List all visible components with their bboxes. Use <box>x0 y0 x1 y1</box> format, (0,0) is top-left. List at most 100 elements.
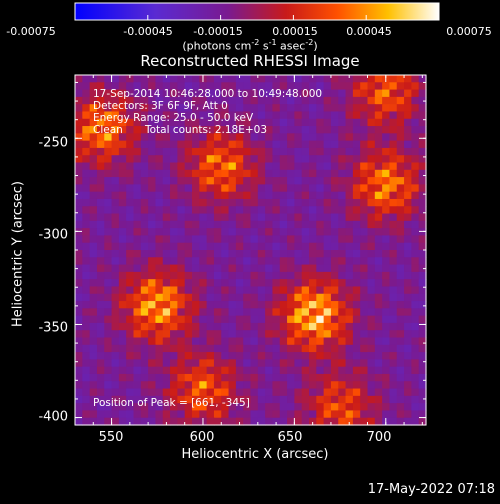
heatmap-cell <box>257 308 266 317</box>
heatmap-cell <box>309 184 317 193</box>
heatmap-cell <box>287 352 295 360</box>
heatmap-cell <box>257 198 266 207</box>
heatmap-cell <box>184 104 193 113</box>
heatmap-cell <box>374 133 383 142</box>
heatmap-cell <box>228 228 237 237</box>
heatmap-cell <box>411 395 420 404</box>
heatmap-cell <box>111 228 120 237</box>
heatmap-cell <box>345 147 354 156</box>
heatmap-cell <box>287 308 295 317</box>
heatmap-cell <box>170 315 178 324</box>
heatmap-cell <box>272 330 281 339</box>
heatmap-cell <box>96 388 105 397</box>
heatmap-cell <box>118 155 127 164</box>
heatmap-cell <box>272 118 281 127</box>
heatmap-cell <box>228 264 237 273</box>
heatmap-cell <box>118 344 127 353</box>
heatmap-cell <box>250 315 259 324</box>
heatmap-cell <box>206 242 215 251</box>
heatmap-cell <box>382 330 391 339</box>
y-axis-label: Heliocentric Y (arcsec) <box>10 181 26 327</box>
heatmap-cell <box>382 352 391 360</box>
heatmap-cell <box>126 417 135 426</box>
heatmap-cell <box>155 162 164 171</box>
heatmap-cell <box>287 388 295 397</box>
heatmap-cell <box>316 279 325 288</box>
heatmap-cell <box>213 228 222 237</box>
heatmap-cell <box>104 330 113 339</box>
heatmap-cell <box>272 315 281 324</box>
heatmap-cell <box>382 177 391 185</box>
heatmap-cell <box>206 235 215 244</box>
heatmap-cell <box>89 322 98 331</box>
heatmap-cell <box>162 366 171 375</box>
heatmap-cell <box>389 118 398 127</box>
heatmap-cell <box>323 191 332 200</box>
heatmap-cell <box>96 104 105 113</box>
heatmap-cell <box>96 184 105 193</box>
heatmap-cell <box>389 220 398 229</box>
heatmap-cell <box>360 388 369 397</box>
heatmap-cell <box>155 359 164 368</box>
heatmap-cell <box>228 177 237 185</box>
heatmap-cell <box>272 228 281 237</box>
heatmap-cell <box>257 235 266 244</box>
heatmap-cell <box>162 184 171 193</box>
heatmap-cell <box>155 198 164 207</box>
heatmap-cell <box>228 169 237 178</box>
heatmap-cell <box>228 118 237 127</box>
heatmap-cell <box>184 162 193 171</box>
heatmap-cell <box>228 126 237 134</box>
heatmap-cell <box>228 242 237 251</box>
heatmap-cell <box>140 395 149 404</box>
heatmap-cell <box>221 395 230 404</box>
heatmap-cell <box>257 271 266 280</box>
heatmap-cell <box>184 359 193 368</box>
heatmap-cell <box>323 133 332 142</box>
heatmap-cell <box>75 169 83 178</box>
heatmap-cell <box>192 373 200 382</box>
heatmap-cell <box>338 169 347 178</box>
heatmap-cell <box>221 359 230 368</box>
heatmap-cell <box>382 213 391 222</box>
heatmap-cell <box>360 155 369 164</box>
heatmap-cell <box>323 250 332 258</box>
heatmap-cell <box>199 169 208 178</box>
y-tick-label: -250 <box>38 135 68 151</box>
heatmap-cell <box>316 403 325 412</box>
heatmap-cell <box>118 213 127 222</box>
heatmap-cell <box>323 220 332 229</box>
heatmap-cell <box>360 315 369 324</box>
heatmap-cell <box>140 220 149 229</box>
heatmap-cell <box>213 381 222 390</box>
heatmap-cell <box>309 118 317 127</box>
heatmap-cell <box>411 155 420 164</box>
heatmap-cell <box>287 301 295 309</box>
heatmap-cell <box>265 410 274 419</box>
heatmap-cell <box>133 228 142 237</box>
heatmap-cell <box>221 133 230 142</box>
heatmap-cell <box>330 315 339 324</box>
heatmap-cell <box>250 359 259 368</box>
heatmap-cell <box>287 177 295 185</box>
heatmap-cell <box>411 228 420 237</box>
heatmap-cell <box>133 279 142 288</box>
heatmap-cell <box>82 118 91 127</box>
heatmap-cell <box>133 366 142 375</box>
heatmap-cell <box>265 322 274 331</box>
heatmap-cell <box>221 381 230 390</box>
heatmap-cell <box>126 337 135 346</box>
heatmap-cell <box>279 191 288 200</box>
heatmap-cell <box>192 257 200 266</box>
heatmap-cell <box>126 220 135 229</box>
heatmap-cell <box>389 308 398 317</box>
heatmap-cell <box>352 257 361 266</box>
heatmap-cell <box>111 373 120 382</box>
heatmap-cell <box>382 337 391 346</box>
heatmap-cell <box>279 206 288 215</box>
heatmap-cell <box>82 352 91 360</box>
heatmap-cell <box>140 330 149 339</box>
heatmap-cell <box>192 126 200 134</box>
heatmap-cell <box>221 293 230 302</box>
heatmap-cell <box>126 395 135 404</box>
